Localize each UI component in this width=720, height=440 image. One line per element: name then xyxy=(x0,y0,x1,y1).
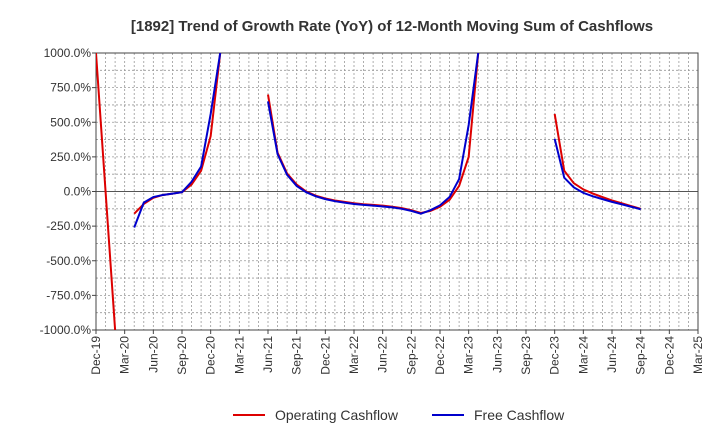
y-tick-label: -250.0% xyxy=(46,219,91,233)
x-tick-label: Jun-22 xyxy=(376,336,390,373)
free-cashflow-legend-label: Free Cashflow xyxy=(474,407,565,423)
x-tick-label: Jun-24 xyxy=(605,336,619,373)
x-tick-label: Sep-24 xyxy=(634,336,648,375)
y-tick-label: -1000.0% xyxy=(40,323,92,337)
y-tick-label: 750.0% xyxy=(50,81,91,95)
x-tick-label: Dec-23 xyxy=(548,336,562,375)
operating-cashflow-legend-label: Operating Cashflow xyxy=(275,407,399,423)
x-tick-label: Sep-21 xyxy=(290,336,304,375)
y-tick-label: 250.0% xyxy=(50,150,91,164)
grid-lines xyxy=(95,52,699,331)
y-tick-label: -500.0% xyxy=(46,254,91,268)
x-tick-label: Dec-21 xyxy=(318,336,332,375)
x-tick-label: Dec-20 xyxy=(204,336,218,375)
x-tick-label: Sep-20 xyxy=(175,336,189,375)
x-tick-label: Mar-22 xyxy=(347,336,361,374)
x-tick-label: Dec-24 xyxy=(662,336,676,375)
free-cashflow-line xyxy=(133,53,641,228)
series-lines xyxy=(96,53,641,330)
legend: Operating Cashflow Free Cashflow xyxy=(233,407,565,423)
x-tick-label: Jun-23 xyxy=(490,336,504,373)
x-tick-label: Mar-21 xyxy=(232,336,246,374)
x-tick-label: Jun-20 xyxy=(146,336,160,373)
x-tick-label: Mar-25 xyxy=(691,336,705,374)
x-tick-label: Dec-19 xyxy=(89,336,103,375)
axes: 1000.0% 750.0% 500.0% 250.0% 0.0% -250.0% -500… xyxy=(40,46,705,375)
x-tick-label: Mar-23 xyxy=(462,336,476,374)
y-tick-label: 0.0% xyxy=(64,185,92,199)
chart-title: [1892] Trend of Growth Rate (YoY) of 12-… xyxy=(131,18,653,35)
y-tick-label: -750.0% xyxy=(46,288,91,302)
x-tick-label: Dec-22 xyxy=(433,336,447,375)
x-tick-label: Mar-20 xyxy=(118,336,132,374)
x-tick-label: Mar-24 xyxy=(576,336,590,374)
x-tick-label: Sep-23 xyxy=(519,336,533,375)
x-tick-label: Sep-22 xyxy=(404,336,418,375)
y-tick-label: 500.0% xyxy=(50,115,91,129)
y-tick-label: 1000.0% xyxy=(44,46,92,60)
x-tick-label: Jun-21 xyxy=(261,336,275,373)
